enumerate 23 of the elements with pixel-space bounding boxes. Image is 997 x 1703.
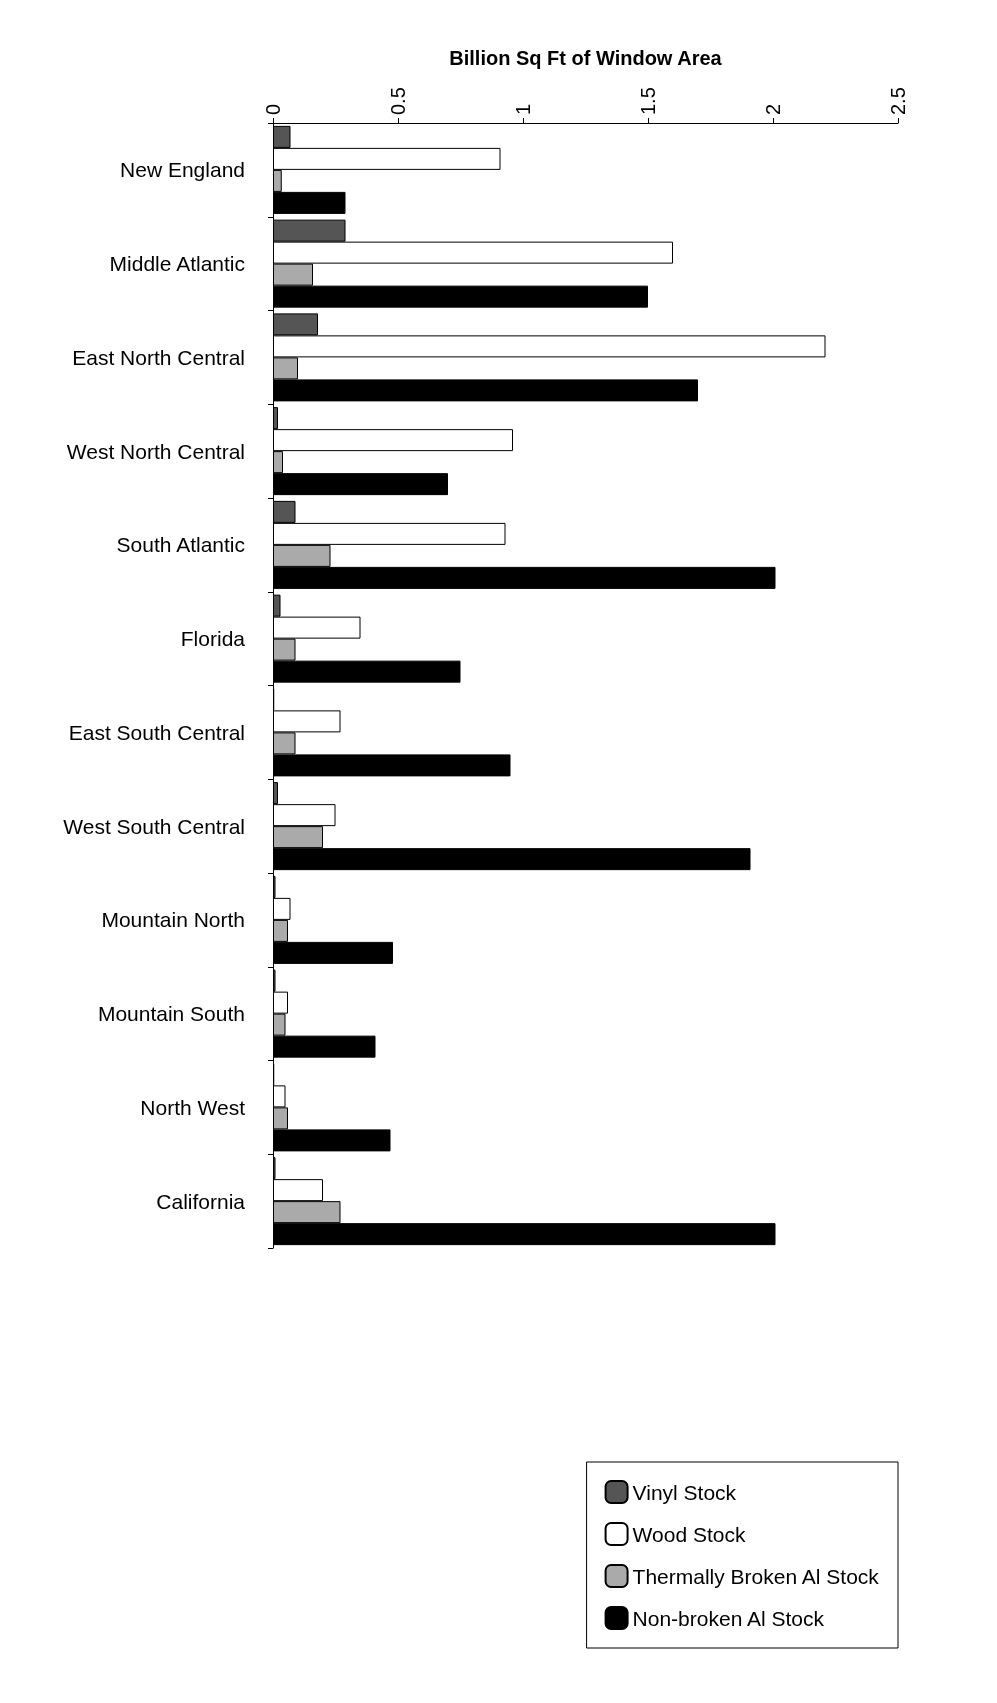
- legend-label: Vinyl Stock: [632, 1480, 737, 1504]
- x-tick-label: 0.5: [387, 87, 409, 115]
- y-tick-label: Mountain North: [101, 908, 245, 932]
- x-tick-label: 1.5: [637, 87, 659, 115]
- y-tick-label: New England: [120, 158, 245, 182]
- y-tick-label: North West: [140, 1095, 246, 1119]
- y-tick-label: California: [156, 1189, 246, 1213]
- legend-label: Thermally Broken Al Stock: [632, 1564, 880, 1588]
- legend-label: Non-broken Al Stock: [632, 1606, 825, 1630]
- legend-label: Wood Stock: [632, 1522, 746, 1546]
- y-tick-label: Mountain South: [97, 1002, 245, 1026]
- x-tick-label: 2: [762, 103, 784, 115]
- y-tick-label: East North Central: [72, 345, 245, 369]
- x-axis-title: Billion Sq Ft of Window Area: [449, 47, 723, 69]
- y-tick-label: West North Central: [66, 439, 245, 463]
- x-tick-label: 1: [512, 103, 534, 115]
- y-tick-label: Middle Atlantic: [109, 252, 245, 276]
- x-tick-label: 2.5: [887, 87, 909, 115]
- x-tick-label: 0: [262, 103, 284, 115]
- y-tick-label: East South Central: [68, 720, 245, 744]
- y-tick-label: West South Central: [63, 814, 245, 838]
- y-tick-label: South Atlantic: [116, 533, 245, 557]
- y-tick-label: Florida: [180, 627, 246, 651]
